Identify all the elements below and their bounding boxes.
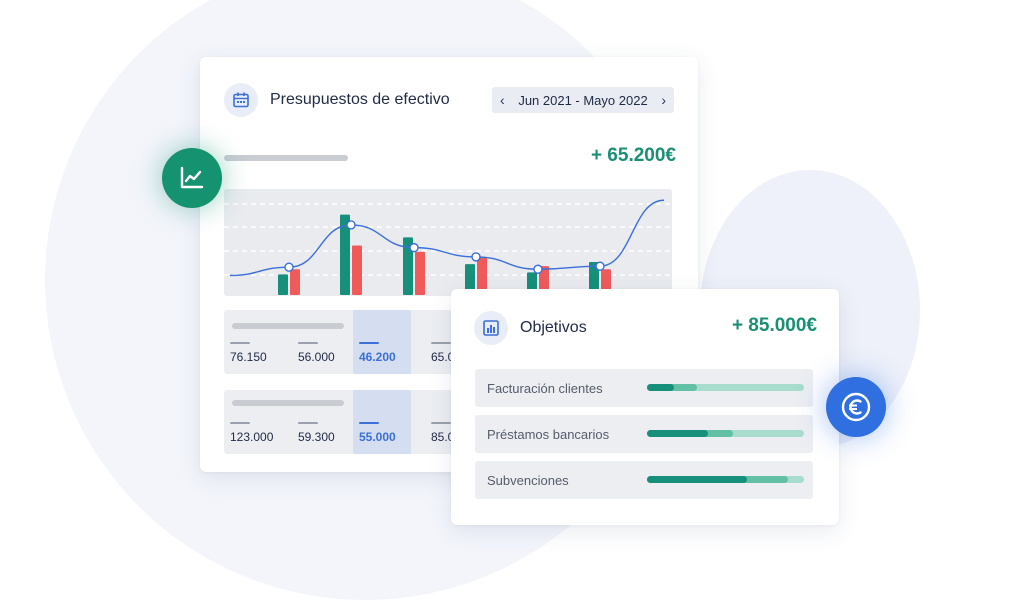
goal-row: Préstamos bancarios bbox=[475, 415, 813, 453]
trend-point[interactable] bbox=[284, 262, 294, 272]
date-range-selector[interactable]: ‹ Jun 2021 - Mayo 2022 › bbox=[492, 87, 674, 113]
goal-progress bbox=[647, 384, 804, 391]
goal-progress bbox=[647, 476, 804, 483]
trend-chart-icon bbox=[180, 166, 204, 189]
trend-point[interactable] bbox=[346, 220, 356, 230]
trend-point[interactable] bbox=[595, 261, 605, 271]
bar-positive[interactable] bbox=[403, 237, 413, 295]
goal-label: Préstamos bancarios bbox=[487, 427, 610, 442]
bar-positive[interactable] bbox=[340, 214, 350, 295]
bar-chart-icon bbox=[474, 311, 508, 345]
chart-canvas bbox=[224, 199, 672, 295]
budget-title: Presupuestos de efectivo bbox=[270, 91, 450, 108]
goal-label: Subvenciones bbox=[487, 473, 569, 488]
budget-total: + 65.200€ bbox=[590, 145, 676, 166]
trend-point[interactable] bbox=[533, 264, 543, 274]
placeholder-label bbox=[232, 323, 344, 329]
chevron-right-icon[interactable]: › bbox=[661, 92, 666, 108]
row-cell: 59.300 bbox=[292, 390, 352, 454]
row-cell: 123.000 bbox=[224, 390, 284, 454]
euro-icon bbox=[841, 392, 871, 422]
bar-negative[interactable] bbox=[601, 269, 611, 295]
trend-point[interactable] bbox=[409, 242, 419, 253]
bar-positive[interactable] bbox=[589, 262, 599, 295]
bar-positive[interactable] bbox=[278, 274, 288, 295]
row-cell: 85.0 bbox=[425, 390, 485, 454]
euro-button[interactable] bbox=[826, 377, 886, 437]
date-range-label: Jun 2021 - Mayo 2022 bbox=[518, 92, 648, 108]
row-cell: 76.150 bbox=[224, 310, 284, 374]
bar-negative[interactable] bbox=[477, 256, 487, 295]
trend-chart-button[interactable] bbox=[162, 148, 222, 208]
bar-negative[interactable] bbox=[415, 251, 425, 295]
goals-title: Objetivos bbox=[520, 319, 587, 336]
row-cell-highlighted[interactable]: 55.000 bbox=[353, 390, 411, 454]
goal-progress bbox=[647, 430, 804, 437]
placeholder-label bbox=[224, 155, 348, 161]
goals-card: Objetivos + 85.000€ Facturación clientes… bbox=[451, 289, 839, 525]
chevron-left-icon[interactable]: ‹ bbox=[500, 92, 505, 108]
goal-row: Facturación clientes bbox=[475, 369, 813, 407]
row-cell: 56.000 bbox=[292, 310, 352, 374]
bar-negative[interactable] bbox=[539, 266, 549, 295]
goal-label: Facturación clientes bbox=[487, 381, 603, 396]
bar-negative[interactable] bbox=[290, 269, 300, 295]
bar-negative[interactable] bbox=[352, 245, 362, 295]
row-cell-highlighted[interactable]: 46.200 bbox=[353, 310, 411, 374]
cash-chart bbox=[224, 189, 672, 296]
placeholder-label bbox=[232, 400, 344, 406]
trend-point[interactable] bbox=[471, 252, 481, 262]
bar-positive[interactable] bbox=[465, 264, 475, 295]
goal-row: Subvenciones bbox=[475, 461, 813, 499]
row-cell: 65.0 bbox=[425, 310, 485, 374]
calendar-icon bbox=[224, 83, 258, 117]
goals-total: + 85.000€ bbox=[731, 315, 817, 336]
